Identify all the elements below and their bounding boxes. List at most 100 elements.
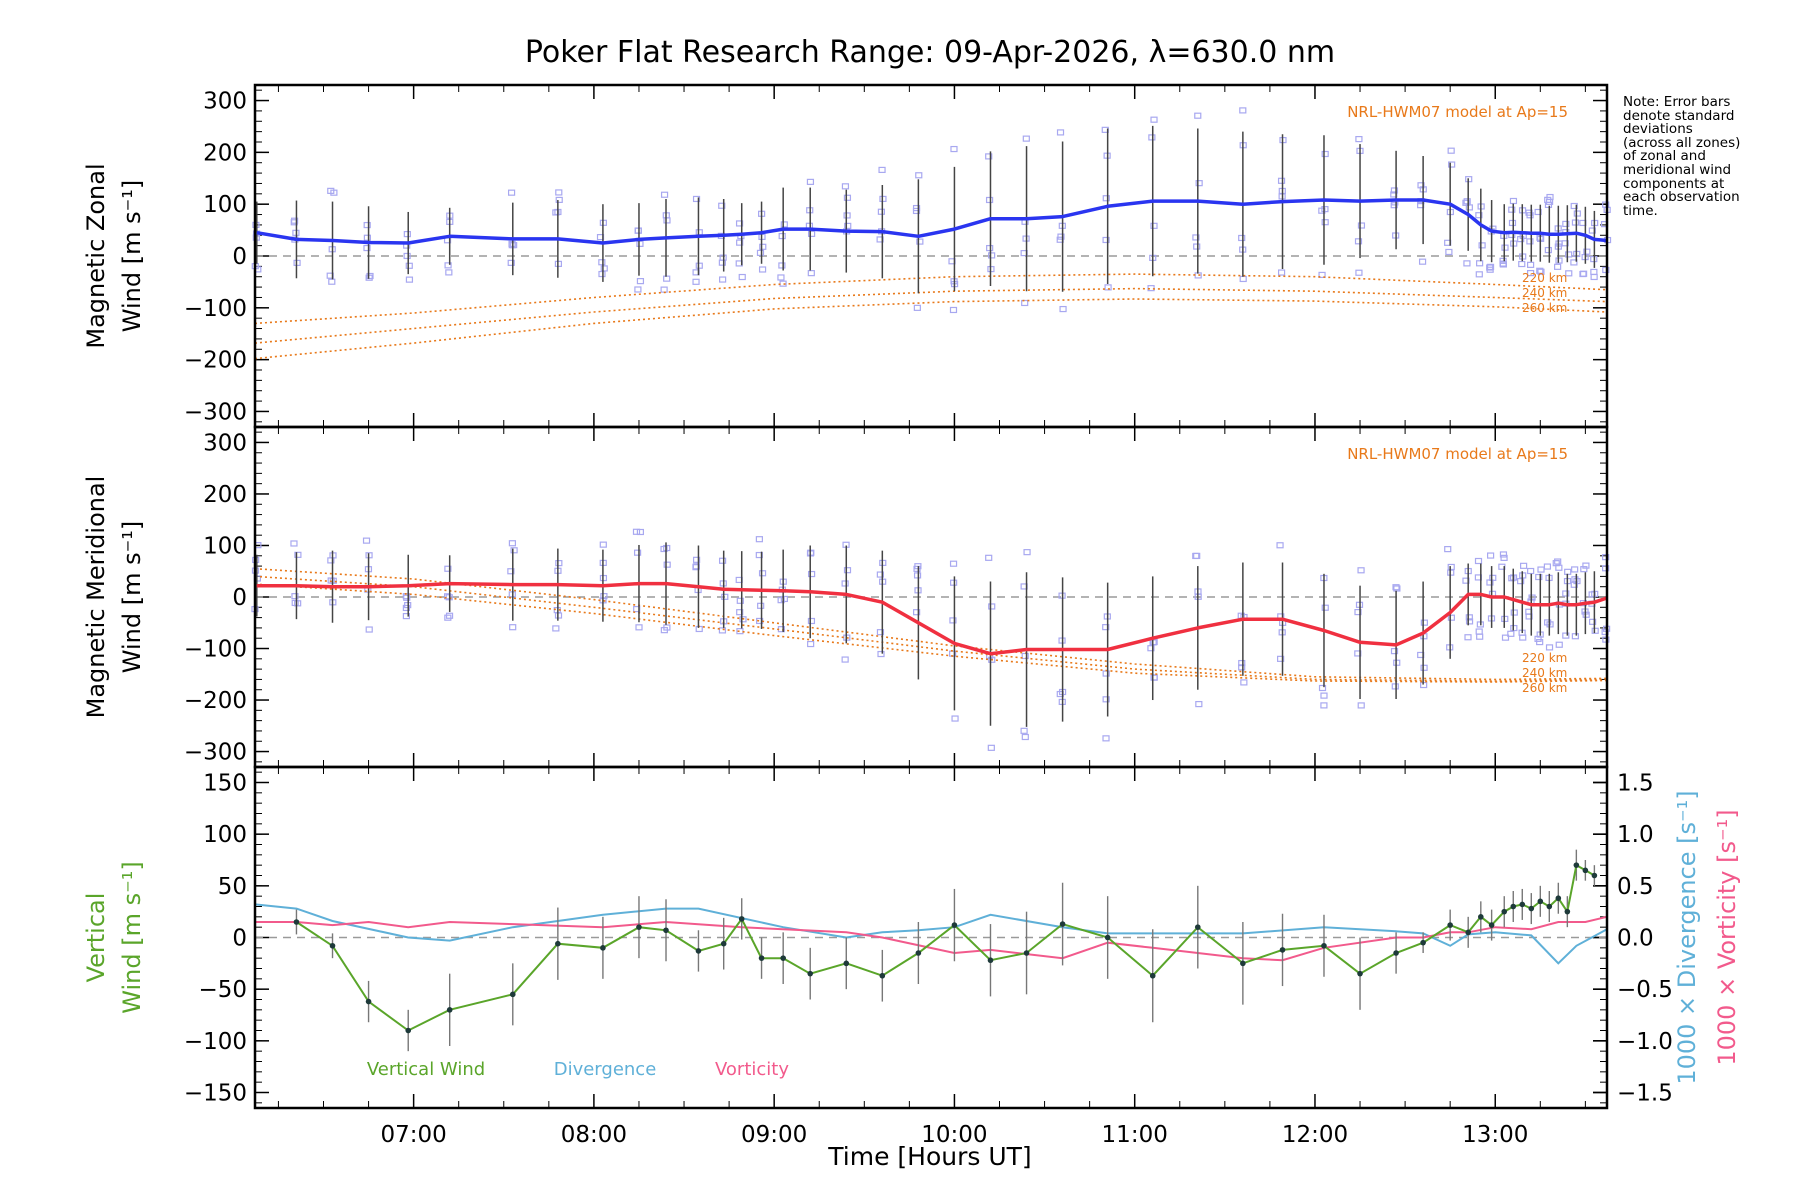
zone-point — [1579, 270, 1587, 278]
zone-point — [757, 602, 765, 609]
zone-point — [1526, 238, 1534, 245]
zone-point — [291, 599, 299, 607]
zone-point — [510, 242, 518, 249]
error-bar-note: Note: Error bars denote standard deviation… — [1623, 95, 1793, 219]
zone-point — [985, 196, 994, 204]
vertical-wind-point — [1478, 914, 1484, 920]
model-curve-220-km — [254, 567, 1608, 681]
plot-layer: −300 −200 −100 0 100 200 300 NRL-HWM07 model at… — [82, 83, 1741, 1148]
y2-axis-label: 1000 × Vorticity [s⁻¹] — [1713, 809, 1741, 1065]
model-label: NRL-HWM07 model at Ap=15 — [1347, 103, 1568, 121]
zone-point — [1562, 632, 1570, 639]
zone-point — [1104, 284, 1112, 291]
zone-point — [692, 278, 700, 285]
y-tick-label: −100 — [184, 296, 247, 322]
zone-point — [1486, 264, 1494, 271]
zone-point — [1417, 182, 1425, 189]
zone-point — [807, 570, 816, 578]
zone-point — [1193, 552, 1201, 560]
zone-point — [692, 556, 701, 563]
vertical-wind-point — [293, 919, 300, 925]
model-altitude-label: 260 km — [1522, 301, 1567, 315]
y-axis-label: Magnetic Meridional Wind [m s⁻¹] — [82, 476, 146, 719]
y-tick-label: −200 — [184, 688, 247, 714]
vertical-wind-point — [1023, 950, 1030, 956]
zone-point — [913, 572, 922, 579]
zone-point — [755, 536, 763, 543]
zone-point — [1571, 219, 1580, 226]
zone-point — [1528, 594, 1536, 601]
zone-point — [1518, 260, 1526, 268]
zone-point — [663, 217, 671, 224]
zone-point — [738, 273, 746, 281]
zone-point — [291, 593, 299, 600]
zone-point — [950, 579, 958, 586]
vertical-wind-point — [600, 945, 606, 951]
zone-point — [1526, 269, 1535, 277]
zone-point — [363, 244, 371, 252]
zone-point — [1526, 212, 1534, 219]
zone-point — [876, 236, 884, 243]
y2-tick-label: −0.5 — [1617, 977, 1673, 1003]
zone-point — [1102, 236, 1110, 244]
zone-point — [1147, 645, 1155, 652]
zone-point — [1391, 683, 1399, 690]
vertical-wind-point — [1149, 972, 1156, 979]
zone-point — [913, 565, 921, 572]
zone-point — [985, 554, 993, 561]
zone-point — [1195, 180, 1203, 187]
zone-point — [1393, 585, 1401, 592]
zone-point — [841, 656, 849, 663]
zone-point — [1565, 251, 1573, 258]
zone-point — [807, 230, 816, 237]
zone-point — [739, 616, 747, 623]
zone-point — [555, 189, 563, 196]
zone-point — [1059, 305, 1067, 313]
zone-point — [1239, 107, 1247, 114]
y-tick-label: 150 — [203, 771, 247, 797]
zone-point — [1102, 195, 1110, 202]
zone-point — [445, 269, 453, 276]
vertical-wind-point — [1194, 924, 1201, 930]
x-tick-label: 12:00 — [1282, 1122, 1348, 1148]
zone-point — [1354, 650, 1362, 657]
vertical-wind-point — [1420, 939, 1426, 946]
zone-point — [1238, 664, 1246, 671]
zone-point — [1357, 702, 1365, 709]
zone-point — [987, 744, 995, 751]
zone-point — [403, 594, 411, 601]
y-tick-label: −300 — [184, 399, 247, 425]
zone-point — [1571, 576, 1579, 583]
zone-point — [1320, 702, 1328, 709]
zone-point — [636, 240, 644, 247]
zone-point — [600, 593, 608, 600]
zone-point — [1192, 234, 1200, 241]
zone-point — [736, 597, 744, 604]
y-tick-label: −100 — [184, 637, 247, 663]
zone-point — [1589, 618, 1597, 625]
zone-point — [635, 624, 643, 631]
y-tick-label: 200 — [203, 482, 247, 508]
zone-point — [758, 570, 767, 577]
zone-point — [759, 243, 767, 250]
zone-point — [1499, 261, 1507, 268]
zone-point — [988, 252, 996, 259]
zone-point — [778, 232, 786, 240]
vertical-wind-point — [446, 1007, 453, 1013]
note-line: time. — [1623, 202, 1658, 219]
zone-point — [1418, 258, 1427, 265]
x-tick-label: 13:00 — [1462, 1122, 1528, 1148]
zone-point — [695, 229, 703, 236]
zone-point — [736, 609, 744, 616]
zone-point — [294, 551, 302, 558]
zone-point — [1320, 692, 1328, 699]
zone-point — [1463, 198, 1471, 205]
zone-point — [366, 272, 374, 280]
zone-point — [1277, 269, 1286, 276]
zone-point — [1193, 243, 1201, 250]
zone-point — [663, 275, 671, 282]
y-tick-label: 300 — [203, 89, 247, 115]
vertical-wind-point — [405, 1027, 412, 1034]
note-line: meridional wind — [1623, 161, 1732, 178]
vertical-wind-point — [1582, 867, 1589, 874]
